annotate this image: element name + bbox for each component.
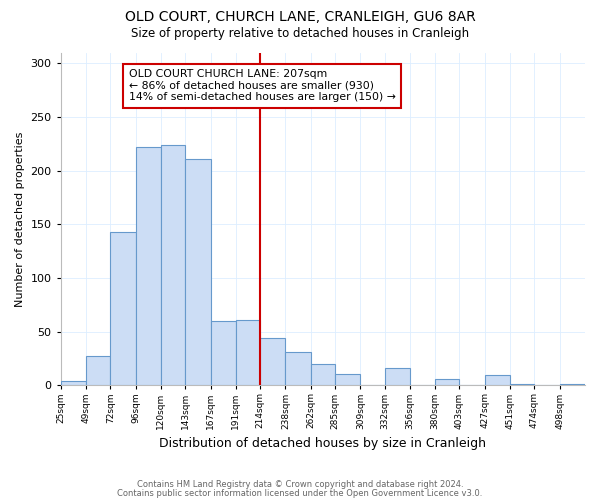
Bar (136, 147, 161, 386)
Text: OLD COURT CHURCH LANE: 207sqm
← 86% of detached houses are smaller (930)
14% of : OLD COURT CHURCH LANE: 207sqm ← 86% of d… (129, 69, 396, 102)
Bar (435, 379, 460, 386)
Text: Contains HM Land Registry data © Crown copyright and database right 2024.: Contains HM Land Registry data © Crown c… (137, 480, 463, 489)
Y-axis label: Number of detached properties: Number of detached properties (15, 131, 25, 306)
Bar (385, 368, 410, 386)
Text: Size of property relative to detached houses in Cranleigh: Size of property relative to detached ho… (131, 28, 469, 40)
X-axis label: Distribution of detached houses by size in Cranleigh: Distribution of detached houses by size … (160, 437, 487, 450)
Text: Contains public sector information licensed under the Open Government Licence v3: Contains public sector information licen… (118, 488, 482, 498)
Bar (260, 338, 286, 386)
Bar (185, 159, 211, 386)
Bar (286, 352, 311, 386)
Bar (510, 384, 535, 386)
Bar (110, 232, 136, 386)
Text: OLD COURT, CHURCH LANE, CRANLEIGH, GU6 8AR: OLD COURT, CHURCH LANE, CRANLEIGH, GU6 8… (125, 10, 475, 24)
Bar (61, 381, 86, 386)
Bar (211, 321, 236, 386)
Bar (161, 145, 185, 386)
Bar (311, 364, 335, 386)
Bar (485, 374, 510, 386)
Bar (86, 356, 110, 386)
Bar (236, 320, 260, 386)
Bar (560, 384, 585, 386)
Bar (335, 374, 361, 386)
